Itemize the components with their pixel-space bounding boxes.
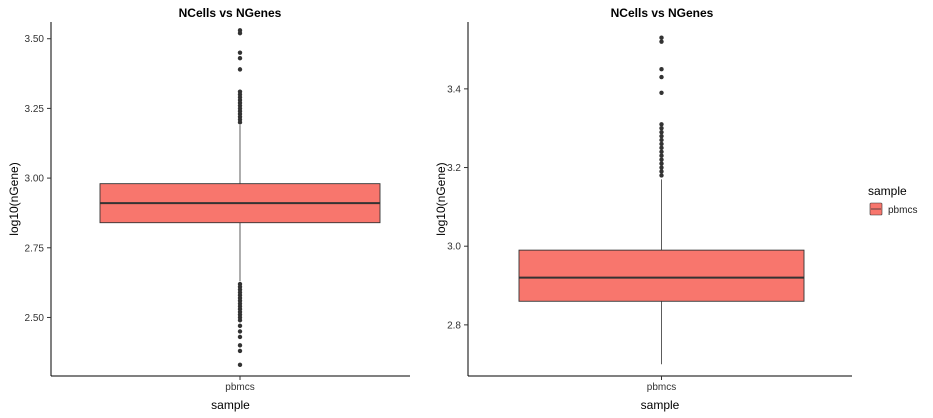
legend: sample pbmcs (868, 184, 917, 216)
outlier-point (659, 149, 664, 154)
y-tick-label: 2.50 (25, 313, 45, 324)
outlier-point (237, 343, 243, 348)
y-tick-label: 2.75 (25, 243, 45, 254)
y-tick-label: 3.2 (447, 163, 461, 174)
outlier-point (237, 67, 243, 72)
outlier-point (659, 161, 664, 166)
outlier-point (659, 126, 664, 131)
outlier-point (237, 56, 243, 61)
chart-title: NCells vs NGenes (611, 6, 714, 20)
x-axis-title: sample (641, 398, 680, 412)
outlier-point (659, 137, 664, 143)
outlier-point (659, 35, 664, 40)
chart-title: NCells vs NGenes (179, 6, 282, 20)
outlier-point (237, 329, 243, 334)
outlier-point (237, 120, 243, 125)
outlier-point (659, 173, 664, 178)
legend-title: sample (868, 184, 907, 198)
outlier-point (237, 348, 243, 354)
outlier-point (237, 362, 243, 368)
y-tick-label: 3.0 (447, 242, 461, 253)
outlier-point (659, 157, 664, 162)
outlier-point (237, 50, 243, 55)
outlier-point (659, 67, 664, 72)
outlier-point (659, 74, 664, 80)
outlier-point (659, 169, 664, 174)
y-tick-label: 2.8 (447, 320, 461, 331)
outlier-point (659, 141, 664, 147)
right-boxplot-panel: NCells vs NGenes 2.8 3.0 3.2 3.4 pbmcs sample l… (434, 6, 852, 412)
left-boxplot-panel: NCells vs NGenes 2.50 2.75 3.00 3.25 3.50 pbmc… (7, 6, 410, 412)
outlier-point (659, 129, 664, 135)
outlier-point (659, 122, 664, 127)
outlier-point (237, 318, 243, 323)
x-tick-label-pbmcs: pbmcs (647, 382, 676, 393)
outlier-point (659, 39, 664, 44)
x-tick-label-pbmcs: pbmcs (225, 382, 254, 393)
outlier-point (659, 153, 664, 158)
box-iqr (518, 249, 805, 302)
y-tick-label: 3.25 (25, 104, 45, 115)
outlier-point (659, 90, 664, 96)
y-axis-title: log10(nGene) (7, 162, 21, 235)
outlier-point (659, 165, 664, 170)
y-axis-title: log10(nGene) (434, 162, 448, 235)
outlier-point (659, 133, 664, 139)
x-axis-title: sample (211, 398, 250, 412)
y-tick-label: 3.00 (25, 174, 45, 185)
outlier-point (659, 145, 664, 151)
outlier-point (237, 334, 243, 340)
outlier-point (237, 323, 243, 329)
y-tick-label: 3.50 (25, 34, 45, 45)
y-tick-label: 3.4 (447, 84, 461, 95)
legend-label-pbmcs: pbmcs (888, 205, 917, 216)
outlier-point (237, 30, 243, 36)
